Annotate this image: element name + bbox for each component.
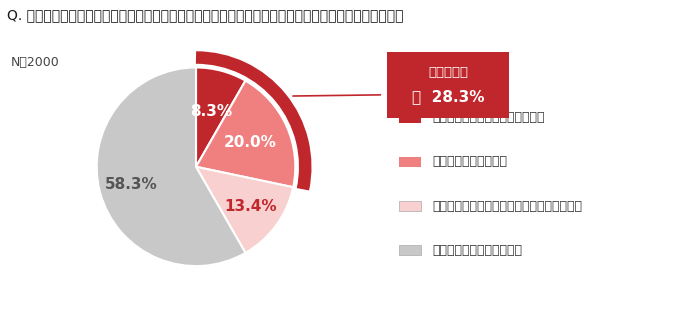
Text: 知っている: 知っている xyxy=(428,66,468,79)
Text: 58.3%: 58.3% xyxy=(104,177,157,192)
Text: よく知っていて、人に説明できる: よく知っていて、人に説明できる xyxy=(432,111,545,124)
Wedge shape xyxy=(196,81,295,187)
Text: Q. あなたは「ローリングストック」をご存じですか。あてはまるものをお答えください。（単一解答）: Q. あなたは「ローリングストック」をご存じですか。あてはまるものをお答えくださ… xyxy=(7,8,403,22)
Text: 8.3%: 8.3% xyxy=(190,104,232,119)
Text: 言葉自体聞いたことがない: 言葉自体聞いたことがない xyxy=(432,244,522,257)
Wedge shape xyxy=(196,67,246,167)
Text: なんとなく知っている: なんとなく知っている xyxy=(432,155,507,168)
Wedge shape xyxy=(196,167,293,253)
Text: 計  28.3%: 計 28.3% xyxy=(412,89,484,104)
Text: 20.0%: 20.0% xyxy=(224,135,276,150)
Wedge shape xyxy=(97,67,246,266)
Text: 13.4%: 13.4% xyxy=(224,199,277,214)
Text: 言葉は聞いたことがあるが、意味は知らない: 言葉は聞いたことがあるが、意味は知らない xyxy=(432,199,582,213)
Text: N＝2000: N＝2000 xyxy=(10,56,60,69)
